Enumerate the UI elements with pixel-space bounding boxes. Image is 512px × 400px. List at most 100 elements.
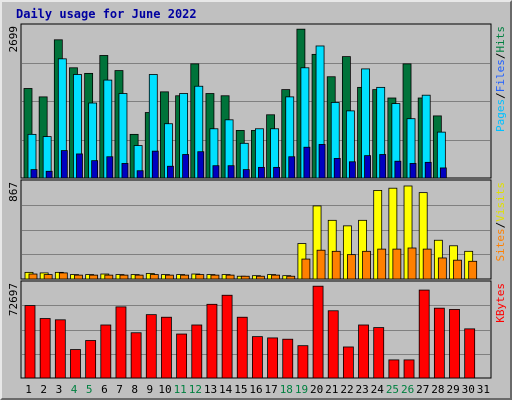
pages-bar-day-19 (303, 146, 311, 179)
x-day-label-16: 16 (249, 383, 262, 396)
x-day-label-4: 4 (71, 383, 78, 396)
panel-1-ymax-label: 2699 (7, 26, 20, 53)
pages-bar-day-11 (182, 154, 190, 179)
sites-bar-day-28 (437, 257, 447, 280)
pages-bar-day-4 (76, 153, 83, 179)
pages-bar-day-7 (121, 163, 129, 179)
kbytes-bar-day-7 (115, 306, 127, 379)
kbytes-bar-day-2 (39, 318, 51, 379)
panel-3-ymax-label: 72697 (7, 283, 20, 316)
sites-bar-day-11 (180, 274, 190, 280)
legend-entry: / (494, 222, 507, 229)
sites-bar-day-4 (74, 274, 83, 280)
pages-bar-day-23 (364, 155, 371, 179)
panel-3-legend: KBytes (494, 283, 507, 323)
x-day-label-19: 19 (295, 383, 308, 396)
sites-bar-day-1 (28, 273, 38, 280)
x-day-label-17: 17 (265, 383, 278, 396)
pages-bar-day-16 (258, 166, 265, 179)
sites-bar-day-29 (453, 259, 462, 280)
kbytes-bar-day-13 (206, 303, 218, 379)
x-day-label-13: 13 (204, 383, 217, 396)
sites-bar-day-21 (331, 250, 341, 280)
x-day-label-18: 18 (280, 383, 293, 396)
pages-bar-day-10 (167, 165, 174, 179)
sites-bar-day-26 (407, 247, 417, 280)
x-day-label-8: 8 (131, 383, 138, 396)
sites-bar-day-15 (240, 275, 250, 280)
sites-bar-day-22 (346, 254, 356, 280)
kbytes-bar-day-11 (176, 333, 188, 379)
legend-entry: Files (494, 59, 507, 92)
sites-bar-day-3 (58, 272, 68, 280)
pages-bar-day-27 (424, 161, 432, 179)
kbytes-bar-day-5 (85, 340, 97, 379)
kbytes-bar-day-30 (464, 328, 476, 379)
x-day-label-30: 30 (462, 383, 475, 396)
kbytes-bar-day-10 (161, 316, 172, 379)
kbytes-bar-day-28 (433, 307, 445, 379)
kbytes-bar-day-8 (130, 332, 142, 379)
sites-bar-day-7 (119, 274, 129, 280)
x-day-label-28: 28 (431, 383, 444, 396)
sites-bar-day-2 (43, 274, 53, 280)
sites-bar-day-13 (210, 274, 220, 280)
sites-bar-day-12 (195, 274, 205, 280)
pages-bar-day-20 (318, 144, 326, 179)
pages-bar-day-15 (242, 169, 250, 179)
x-day-label-21: 21 (325, 383, 338, 396)
x-day-label-9: 9 (147, 383, 154, 396)
kbytes-bar-day-16 (252, 336, 263, 379)
chart-title: Daily usage for June 2022 (16, 7, 197, 21)
sites-bar-day-18 (286, 275, 296, 280)
kbytes-bar-day-4 (70, 349, 81, 379)
sites-bar-day-23 (362, 250, 371, 280)
legend-entry: Visits (494, 182, 507, 222)
x-day-label-1: 1 (25, 383, 32, 396)
kbytes-bar-day-19 (297, 345, 309, 379)
sites-bar-day-14 (225, 274, 235, 280)
pages-bar-day-21 (333, 158, 341, 179)
kbytes-bar-day-29 (449, 309, 460, 379)
x-day-label-25: 25 (386, 383, 399, 396)
pages-bar-day-9 (151, 150, 159, 179)
pages-bar-day-13 (212, 165, 220, 179)
kbytes-bar-day-22 (342, 346, 354, 379)
x-day-label-26: 26 (401, 383, 414, 396)
sites-bar-day-30 (468, 260, 478, 280)
x-day-label-5: 5 (86, 383, 93, 396)
pages-bar-day-14 (227, 165, 235, 179)
pages-bar-day-1 (30, 169, 38, 179)
pages-bar-day-6 (106, 156, 114, 179)
pages-bar-day-3 (60, 150, 68, 179)
pages-bar-day-17 (273, 166, 280, 179)
legend-entry: KBytes (494, 283, 507, 323)
panel-1-legend: Pages/Files/Hits (494, 26, 507, 132)
kbytes-bar-day-12 (191, 324, 203, 379)
kbytes-bar-day-18 (282, 338, 294, 379)
sites-bar-day-17 (271, 274, 280, 280)
kbytes-bar-day-20 (312, 285, 324, 379)
pages-bar-day-2 (45, 170, 53, 179)
x-day-label-23: 23 (356, 383, 369, 396)
sites-bar-day-9 (149, 274, 159, 280)
x-day-label-10: 10 (158, 383, 171, 396)
kbytes-bar-day-25 (388, 359, 400, 379)
kbytes-bar-day-21 (327, 310, 339, 379)
sites-bar-day-25 (392, 248, 402, 280)
pages-bar-day-18 (288, 156, 296, 179)
kbytes-bar-day-26 (403, 359, 415, 379)
x-day-label-7: 7 (116, 383, 123, 396)
sites-bar-day-8 (134, 274, 144, 280)
x-day-label-14: 14 (219, 383, 233, 396)
kbytes-bar-day-1 (24, 305, 36, 379)
pages-bar-day-26 (409, 163, 417, 179)
x-day-label-2: 2 (40, 383, 47, 396)
legend-entry: / (494, 92, 507, 99)
panel-2-legend: Sites/Visits (494, 182, 507, 262)
sites-bar-day-16 (256, 275, 265, 280)
pages-bar-day-25 (394, 160, 402, 179)
x-day-label-24: 24 (371, 383, 385, 396)
x-day-label-12: 12 (189, 383, 202, 396)
